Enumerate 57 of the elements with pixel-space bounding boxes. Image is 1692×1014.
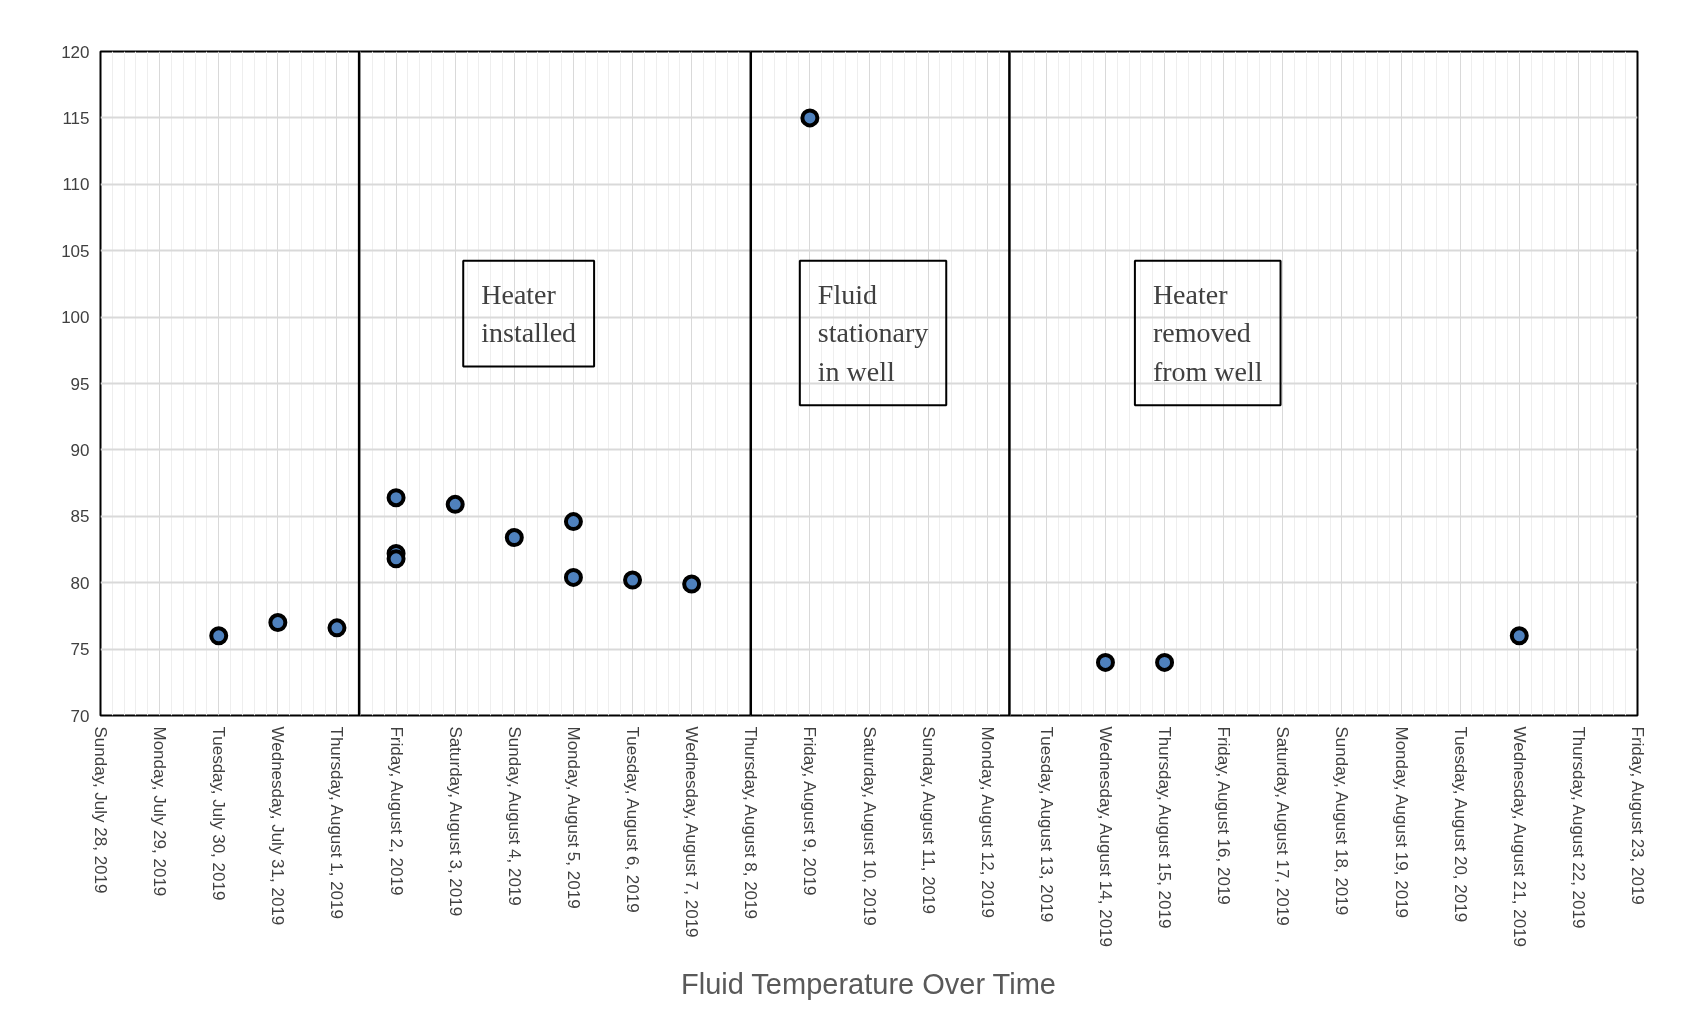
point bbox=[563, 512, 583, 532]
x-tick-label: Wednesday, July 31, 2019 bbox=[268, 726, 288, 926]
x-tick-label: Tuesday, July 30, 2019 bbox=[209, 726, 229, 901]
point bbox=[1155, 652, 1175, 672]
x-tick-label: Thursday, August 22, 2019 bbox=[1568, 726, 1588, 929]
x-tick-label: Thursday, August 15, 2019 bbox=[1155, 726, 1175, 929]
x-tick-label: Sunday, August 4, 2019 bbox=[504, 726, 524, 906]
x-tick-label: Friday, August 2, 2019 bbox=[386, 726, 406, 896]
x-tick-label: Saturday, August 10, 2019 bbox=[859, 726, 879, 926]
y-tick-label: 95 bbox=[70, 374, 90, 394]
x-tick-label: Sunday, August 11, 2019 bbox=[918, 726, 938, 914]
x-tick-label: Sunday, August 18, 2019 bbox=[1332, 726, 1352, 916]
x-tick-label: Thursday, August 8, 2019 bbox=[741, 726, 761, 919]
point bbox=[209, 626, 229, 646]
y-tick-label: 85 bbox=[70, 507, 90, 527]
x-tick-label: Tuesday, August 13, 2019 bbox=[1036, 726, 1056, 923]
point bbox=[386, 488, 406, 508]
x-tick-label: Saturday, August 3, 2019 bbox=[445, 726, 465, 917]
y-tick-label: 80 bbox=[70, 573, 90, 593]
x-tick-label: Monday, August 12, 2019 bbox=[977, 726, 997, 919]
y-tick-label: 75 bbox=[70, 640, 90, 660]
point bbox=[1509, 626, 1529, 646]
annotation: Heater installed bbox=[481, 278, 577, 349]
y-tick-label: 70 bbox=[70, 706, 90, 726]
text: Fluid Temperature Over Time bbox=[680, 967, 1056, 1000]
x-tick-label: Friday, August 23, 2019 bbox=[1628, 726, 1647, 905]
y-tick-label: 115 bbox=[62, 108, 90, 128]
x-tick-label: Monday, August 5, 2019 bbox=[563, 726, 583, 909]
point bbox=[682, 574, 702, 594]
point bbox=[623, 570, 643, 590]
x-tick-label: Friday, August 9, 2019 bbox=[800, 726, 820, 896]
point bbox=[327, 618, 347, 638]
point bbox=[445, 494, 465, 514]
x-tick-label: Wednesday, August 21, 2019 bbox=[1509, 726, 1529, 948]
point bbox=[268, 613, 288, 633]
x-tick-label: Wednesday, August 14, 2019 bbox=[1095, 726, 1115, 948]
y-tick-label: 120 bbox=[61, 42, 90, 62]
y-tick-label: 105 bbox=[61, 241, 90, 261]
point bbox=[504, 528, 524, 548]
y-tick-label: 100 bbox=[61, 308, 90, 328]
point bbox=[1095, 652, 1115, 672]
x-tick-label: Saturday, August 17, 2019 bbox=[1273, 726, 1293, 926]
y-tick-label: 90 bbox=[70, 440, 90, 460]
x-tick-label: Monday, July 29, 2019 bbox=[150, 726, 170, 897]
x-tick-label: Thursday, August 1, 2019 bbox=[327, 726, 347, 919]
x-tick-label: Wednesday, August 7, 2019 bbox=[682, 726, 702, 938]
x-tick-label: Friday, August 16, 2019 bbox=[1214, 726, 1234, 905]
y-tick-label: 110 bbox=[62, 175, 90, 195]
annotation: Heater removed from well bbox=[1152, 278, 1263, 388]
x-tick-label: Tuesday, August 6, 2019 bbox=[623, 726, 643, 913]
point bbox=[800, 108, 820, 128]
x-tick-label: Sunday, July 28, 2019 bbox=[91, 726, 110, 894]
point bbox=[563, 567, 583, 587]
annotation: Fluid stationary in well bbox=[817, 278, 929, 388]
point bbox=[386, 549, 406, 569]
x-tick-label: Tuesday, August 20, 2019 bbox=[1450, 726, 1470, 923]
x-tick-label: Monday, August 19, 2019 bbox=[1391, 726, 1411, 919]
